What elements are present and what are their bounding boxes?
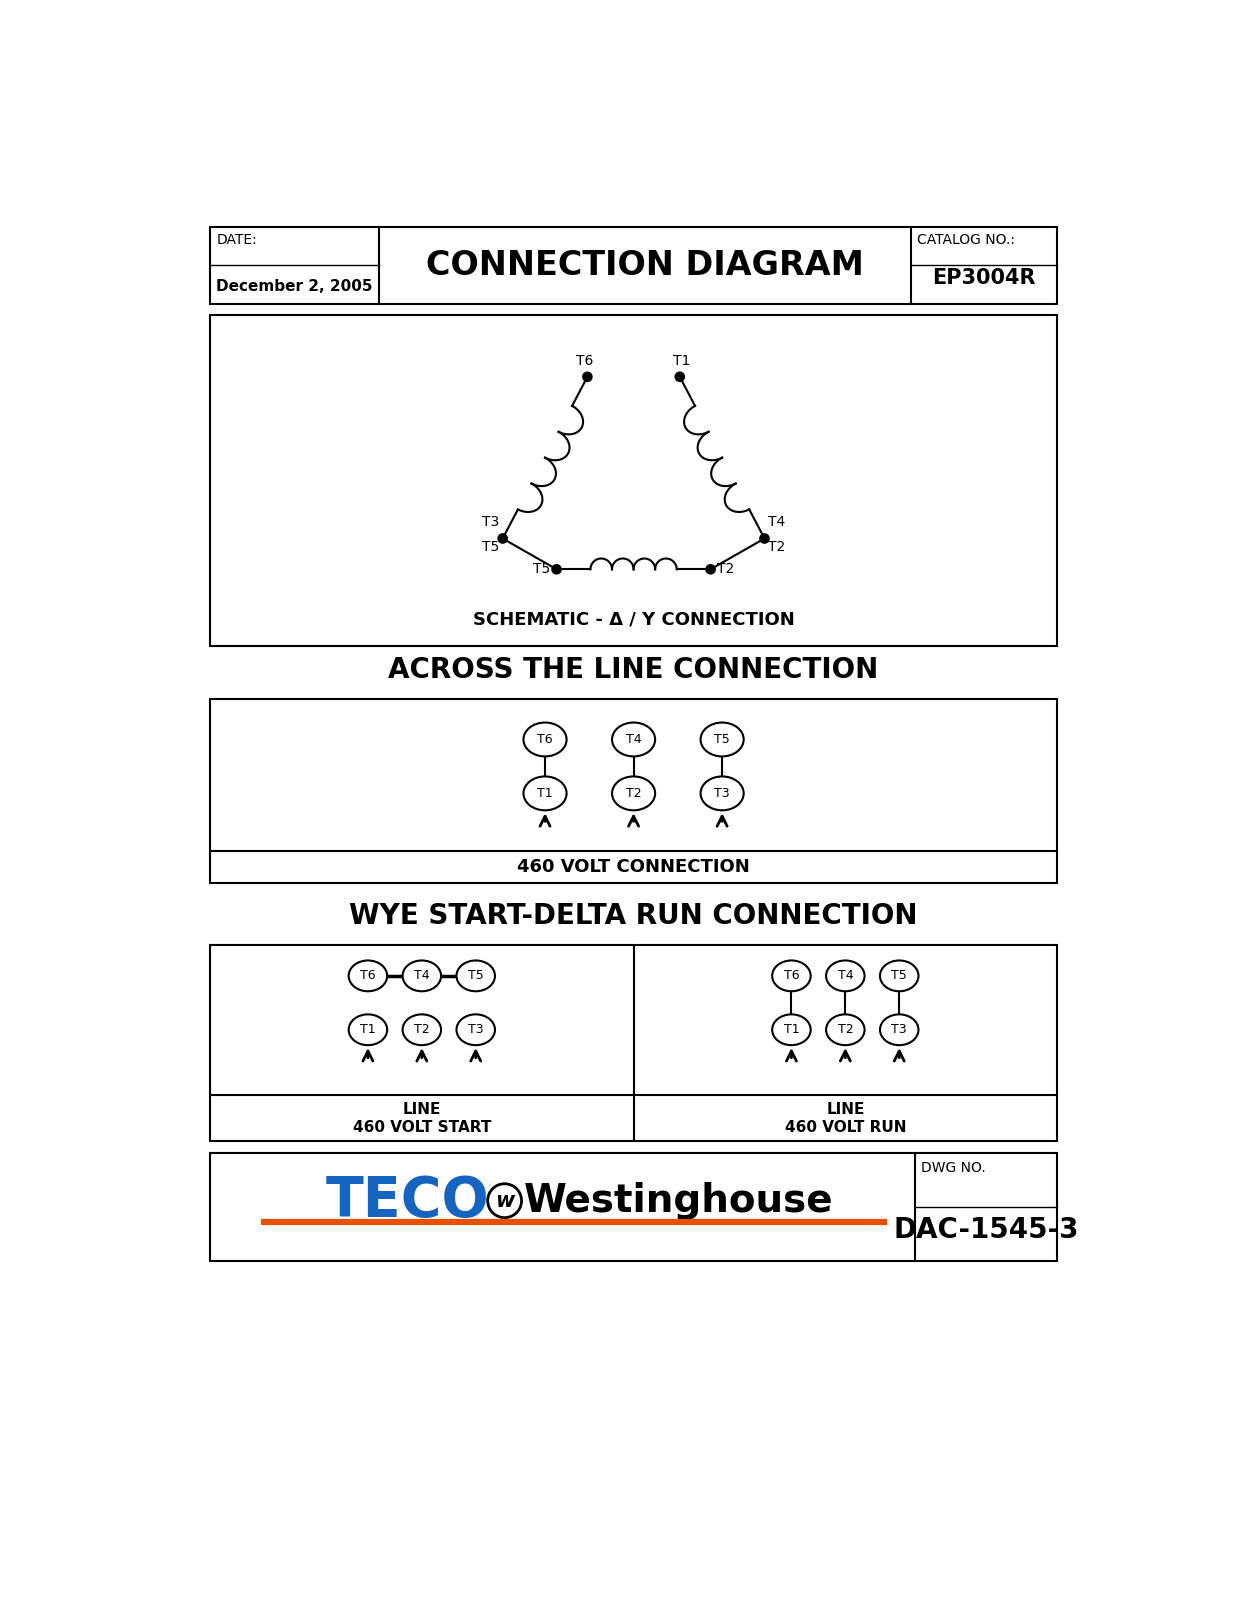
Bar [210,315,1058,646]
Text: T3: T3 [481,515,499,530]
Circle shape [675,373,684,381]
Text: WYE START-DELTA RUN CONNECTION: WYE START-DELTA RUN CONNECTION [349,902,918,930]
Text: T2: T2 [626,787,642,800]
Circle shape [487,1184,522,1218]
Text: ACROSS THE LINE CONNECTION: ACROSS THE LINE CONNECTION [388,656,878,683]
Text: T1: T1 [360,1024,376,1037]
Text: T5: T5 [714,733,730,746]
Text: LINE
460 VOLT START: LINE 460 VOLT START [353,1102,491,1134]
Text: T5: T5 [481,541,499,554]
Circle shape [499,534,507,542]
Text: T4: T4 [768,515,785,530]
Text: CONNECTION DIAGRAM: CONNECTION DIAGRAM [427,248,865,282]
Text: DATE:: DATE: [216,234,257,246]
Text: T4: T4 [837,970,854,982]
Bar [210,699,1058,883]
Ellipse shape [612,776,656,810]
Text: DAC-1545-3: DAC-1545-3 [893,1216,1079,1243]
Bar [210,227,1058,304]
Text: T2: T2 [768,541,785,554]
Text: T6: T6 [537,733,553,746]
Ellipse shape [826,1014,865,1045]
Ellipse shape [349,960,387,992]
Text: T5: T5 [533,562,550,576]
Text: T1: T1 [673,354,690,368]
Text: T2: T2 [837,1024,854,1037]
Text: December 2, 2005: December 2, 2005 [216,280,372,294]
Text: T3: T3 [892,1024,907,1037]
Text: T6: T6 [360,970,376,982]
Ellipse shape [772,960,810,992]
Ellipse shape [880,960,919,992]
Ellipse shape [880,1014,919,1045]
Text: w: w [495,1190,515,1211]
Text: T2: T2 [716,562,734,576]
Text: T6: T6 [783,970,799,982]
Text: T5: T5 [892,970,907,982]
Text: LINE
460 VOLT RUN: LINE 460 VOLT RUN [784,1102,905,1134]
Ellipse shape [523,776,567,810]
Ellipse shape [700,776,743,810]
Text: T1: T1 [537,787,553,800]
Ellipse shape [772,1014,810,1045]
Text: CATALOG NO.:: CATALOG NO.: [917,234,1014,246]
Bar [210,946,1058,1141]
Circle shape [706,565,715,574]
Text: T3: T3 [714,787,730,800]
Text: Westinghouse: Westinghouse [523,1182,834,1219]
Ellipse shape [402,960,442,992]
Text: TECO: TECO [325,1174,489,1227]
Text: SCHEMATIC - Δ / Y CONNECTION: SCHEMATIC - Δ / Y CONNECTION [473,610,794,629]
Ellipse shape [700,723,743,757]
Text: 460 VOLT CONNECTION: 460 VOLT CONNECTION [517,858,750,877]
Ellipse shape [349,1014,387,1045]
Ellipse shape [456,1014,495,1045]
Text: T3: T3 [468,1024,484,1037]
Text: T4: T4 [414,970,429,982]
Bar [210,1154,1058,1261]
Text: T5: T5 [468,970,484,982]
Circle shape [583,373,593,381]
Text: T6: T6 [576,354,594,368]
Text: T4: T4 [626,733,642,746]
Text: EP3004R: EP3004R [933,269,1035,288]
Text: T2: T2 [414,1024,429,1037]
Ellipse shape [523,723,567,757]
Circle shape [760,534,769,542]
Text: T1: T1 [783,1024,799,1037]
Ellipse shape [402,1014,442,1045]
Ellipse shape [612,723,656,757]
Text: DWG NO.: DWG NO. [920,1160,986,1174]
Ellipse shape [456,960,495,992]
Ellipse shape [826,960,865,992]
Circle shape [552,565,562,574]
